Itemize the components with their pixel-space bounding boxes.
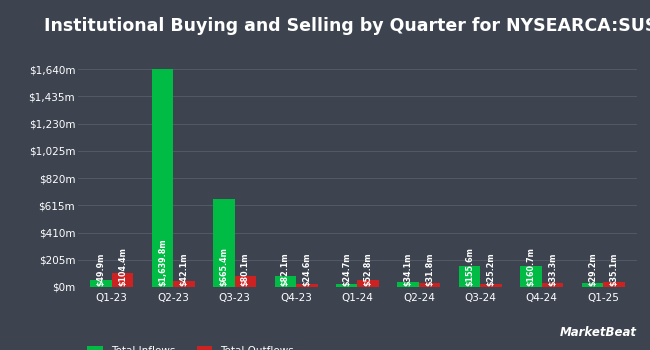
Text: MarketBeat: MarketBeat: [560, 327, 637, 340]
Text: $52.8m: $52.8m: [364, 253, 372, 286]
Bar: [274, 276, 296, 287]
Bar: [582, 283, 603, 287]
Bar: [112, 273, 133, 287]
Text: $104.4m: $104.4m: [118, 247, 127, 286]
Bar: [296, 284, 318, 287]
Bar: [235, 276, 256, 287]
Text: $31.8m: $31.8m: [425, 253, 434, 286]
Bar: [480, 284, 502, 287]
Text: $82.1m: $82.1m: [281, 253, 290, 286]
Text: $665.4m: $665.4m: [220, 247, 228, 286]
Bar: [419, 283, 441, 287]
Text: $33.3m: $33.3m: [548, 253, 557, 286]
Text: $1,639.8m: $1,639.8m: [158, 239, 167, 286]
Text: $29.2m: $29.2m: [588, 253, 597, 286]
Text: $49.9m: $49.9m: [97, 253, 105, 286]
Bar: [397, 282, 419, 287]
Text: $25.2m: $25.2m: [487, 253, 495, 286]
Bar: [173, 281, 195, 287]
Bar: [603, 282, 625, 287]
Text: $160.7m: $160.7m: [526, 247, 536, 286]
Text: $42.1m: $42.1m: [179, 253, 188, 286]
Bar: [90, 280, 112, 287]
Bar: [336, 284, 358, 287]
Bar: [213, 199, 235, 287]
Title: Institutional Buying and Selling by Quarter for NYSEARCA:SUSA: Institutional Buying and Selling by Quar…: [44, 17, 650, 35]
Bar: [520, 266, 542, 287]
Text: $80.1m: $80.1m: [241, 253, 250, 286]
Bar: [542, 282, 564, 287]
Legend: Total Inflows, Total Outflows: Total Inflows, Total Outflows: [83, 342, 298, 350]
Bar: [459, 266, 480, 287]
Text: $24.7m: $24.7m: [343, 253, 351, 286]
Text: $34.1m: $34.1m: [404, 253, 413, 286]
Text: $35.1m: $35.1m: [610, 253, 618, 286]
Bar: [151, 69, 173, 287]
Bar: [358, 280, 379, 287]
Text: $155.6m: $155.6m: [465, 247, 474, 286]
Text: $24.6m: $24.6m: [302, 253, 311, 286]
